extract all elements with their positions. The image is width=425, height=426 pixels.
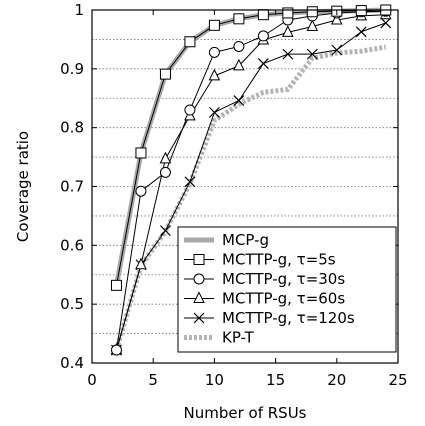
square-marker [208, 19, 220, 31]
triangle-marker [159, 151, 172, 164]
legend-label: MCTTP-g, τ=60s [222, 290, 345, 308]
circle-marker [110, 344, 122, 356]
x-marker [160, 225, 171, 237]
x-marker [306, 48, 318, 60]
y-tick-label: 0.4 [60, 354, 84, 372]
square-marker [306, 6, 318, 18]
triangle-marker [193, 291, 205, 303]
square-marker [233, 13, 245, 25]
legend-box [177, 226, 397, 353]
triangle-marker [208, 68, 221, 81]
x-marker [355, 26, 367, 38]
legend-label: MCTTP-g, τ=30s [222, 270, 345, 288]
triangle-marker [233, 58, 245, 71]
x-tick-label: 5 [148, 371, 158, 389]
circle-marker [184, 104, 196, 116]
x-tick-label: 25 [388, 371, 407, 389]
triangle-marker [282, 25, 294, 37]
square-marker [159, 68, 171, 80]
square-marker [110, 279, 122, 291]
x-tick-label: 0 [87, 371, 97, 389]
x-marker [380, 17, 392, 29]
triangle-marker [135, 257, 147, 270]
circle-marker [257, 30, 269, 42]
x-marker [282, 48, 294, 60]
y-tick-label: 0.9 [60, 60, 84, 78]
x-axis-label: Number of RSUs [184, 404, 307, 422]
circle-marker [208, 46, 220, 58]
x-tick-label: 15 [266, 371, 285, 389]
legend-label: MCTTP-g, τ=5s [222, 251, 336, 269]
x-tick-label: 10 [205, 371, 224, 389]
x-tick-label: 20 [327, 371, 346, 389]
series-line-5 [114, 44, 387, 351]
y-tick-label: 0.8 [60, 119, 84, 137]
y-axis-label: Coverage ratio [14, 131, 32, 242]
series-line-3 [115, 14, 386, 351]
circle-marker [159, 166, 171, 178]
triangle-marker [330, 12, 343, 25]
square-marker [257, 9, 269, 21]
series-line-4 [115, 22, 386, 351]
x-marker [184, 176, 196, 188]
legend-label: KP-T [222, 329, 255, 347]
circle-marker [233, 40, 245, 52]
y-tick-label: 1 [74, 1, 84, 19]
square-marker [135, 147, 147, 159]
triangle-marker [306, 19, 319, 31]
square-marker [184, 36, 196, 48]
x-marker [233, 95, 245, 107]
x-marker [193, 312, 205, 324]
circle-marker [193, 273, 205, 285]
x-marker [331, 44, 343, 56]
square-marker [193, 254, 205, 265]
legend-label: MCTTP-g, τ=120s [222, 309, 355, 327]
y-tick-label: 0.6 [60, 236, 84, 254]
y-tick-label: 0.7 [60, 178, 84, 196]
square-marker [282, 7, 294, 19]
x-marker [257, 58, 269, 69]
legend-label: MCP-g [222, 231, 269, 249]
x-marker [208, 106, 220, 118]
circle-marker [135, 185, 147, 197]
y-tick-label: 0.5 [60, 295, 84, 313]
